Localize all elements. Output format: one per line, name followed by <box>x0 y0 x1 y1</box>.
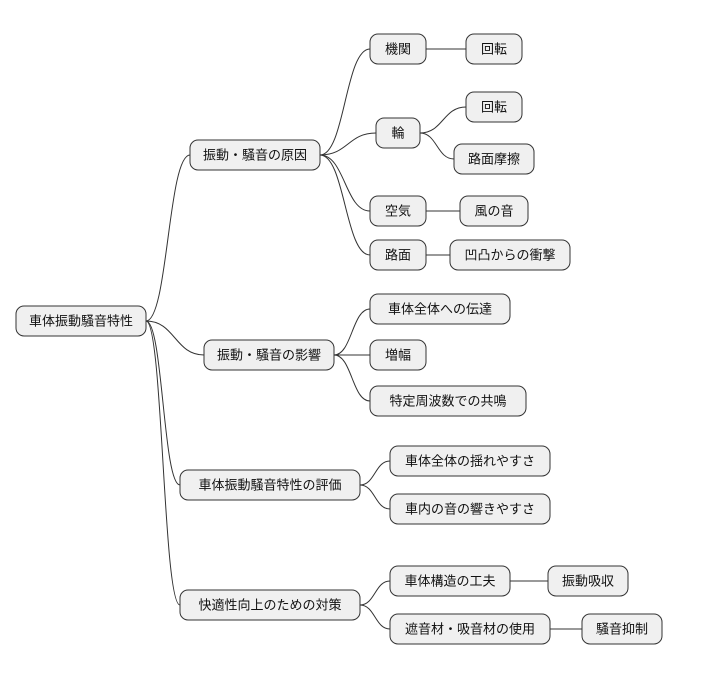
node-c11: 機関 <box>370 34 426 64</box>
node-b1: 振動・騒音の原因 <box>190 140 320 170</box>
edge <box>360 581 390 605</box>
node-c14: 路面 <box>370 240 426 270</box>
edge <box>320 155 370 255</box>
edge <box>334 309 370 355</box>
node-label: 快適性向上のための対策 <box>198 595 341 614</box>
edge <box>360 605 390 629</box>
node-d141: 凹凸からの衝撃 <box>450 240 570 270</box>
node-c21: 車体全体への伝達 <box>370 294 510 324</box>
node-label: 凹凸からの衝撃 <box>464 245 555 264</box>
node-b2: 振動・騒音の影響 <box>204 340 334 370</box>
node-b4: 快適性向上のための対策 <box>180 590 360 620</box>
node-c31: 車体全体の揺れやすさ <box>390 446 550 476</box>
node-label: 車体振動騒音特性の評価 <box>198 475 341 494</box>
edge <box>420 107 466 133</box>
node-c42: 遮音材・吸音材の使用 <box>390 614 550 644</box>
node-d122: 路面摩擦 <box>454 144 534 174</box>
node-label: 騒音抑制 <box>596 619 648 638</box>
mindmap-diagram: 車体振動騒音特性 振動・騒音の原因振動・騒音の影響車体振動騒音特性の評価快適性向上… <box>0 0 712 696</box>
edge <box>320 133 376 155</box>
node-b3: 車体振動騒音特性の評価 <box>180 470 360 500</box>
edge <box>420 133 454 159</box>
edge <box>334 355 370 401</box>
node-c32: 車内の音の響きやすさ <box>390 494 550 524</box>
node-label: 遮音材・吸音材の使用 <box>405 619 535 638</box>
edge <box>146 155 190 321</box>
node-label: 車体構造の工夫 <box>404 571 495 590</box>
node-label: 振動・騒音の影響 <box>217 345 321 364</box>
node-label: 路面 <box>385 245 411 264</box>
edge <box>146 321 180 605</box>
node-d411: 振動吸収 <box>548 566 628 596</box>
node-d111: 回転 <box>466 34 522 64</box>
node-label: 輪 <box>391 123 404 142</box>
node-label: 風の音 <box>474 201 513 220</box>
edge <box>320 155 370 211</box>
edge <box>320 49 370 155</box>
node-label: 機関 <box>385 39 411 58</box>
node-d131: 風の音 <box>460 196 528 226</box>
edge <box>360 461 390 485</box>
node-label: 車体振動騒音特性 <box>29 311 133 330</box>
node-label: 振動・騒音の原因 <box>203 145 307 164</box>
node-label: 回転 <box>481 97 507 116</box>
node-c22: 増幅 <box>370 340 426 370</box>
node-c12: 輪 <box>376 118 420 148</box>
node-label: 回転 <box>481 39 507 58</box>
node-root: 車体振動騒音特性 <box>16 306 146 336</box>
node-label: 車内の音の響きやすさ <box>405 499 535 518</box>
node-label: 振動吸収 <box>562 571 614 590</box>
node-label: 特定周波数での共鳴 <box>389 391 506 410</box>
node-label: 車体全体の揺れやすさ <box>405 451 535 470</box>
node-label: 車体全体への伝達 <box>388 299 492 318</box>
node-label: 増幅 <box>385 345 411 364</box>
edge <box>360 485 390 509</box>
node-label: 空気 <box>385 201 411 220</box>
node-label: 路面摩擦 <box>468 149 520 168</box>
node-c23: 特定周波数での共鳴 <box>370 386 526 416</box>
node-c41: 車体構造の工夫 <box>390 566 510 596</box>
edges-layer <box>146 49 582 629</box>
node-d121: 回転 <box>466 92 522 122</box>
node-d421: 騒音抑制 <box>582 614 662 644</box>
node-c13: 空気 <box>370 196 426 226</box>
